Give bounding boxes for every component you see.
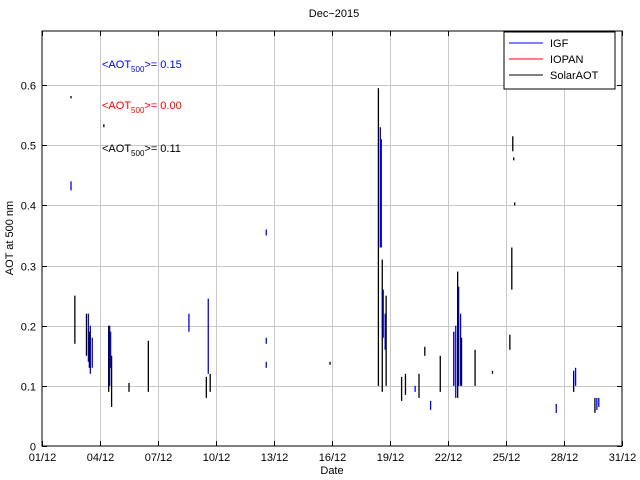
annotation-prefix: <AOT (102, 59, 131, 71)
y-tick-labels: 0 0.1 0.2 0.3 0.4 0.5 0.6 (21, 81, 36, 454)
x-tick-label: 22/12 (435, 452, 463, 464)
mean-annotation: <AOT500>= 0.00 (102, 100, 182, 115)
x-axis-label: Date (320, 465, 343, 477)
annotation-value: >= 0.15 (144, 59, 181, 71)
y-tick-label: 0 (30, 442, 36, 454)
annotation-prefix: <AOT (102, 143, 131, 155)
y-tick-label: 0.5 (21, 141, 36, 153)
y-axis-label: AOT at 500 nm (4, 201, 16, 275)
data-marks (70, 88, 600, 413)
x-tick-label: 16/12 (319, 452, 347, 464)
x-tick-label: 31/12 (609, 452, 637, 464)
legend-label: IOPAN (550, 54, 583, 66)
series-solaraot (70, 88, 596, 413)
series-igf (70, 127, 600, 413)
annotation-subscript: 500 (131, 65, 145, 74)
annotation-subscript: 500 (131, 106, 145, 115)
x-tick-label: 19/12 (377, 452, 405, 464)
x-tick-labels: 01/12 04/12 07/12 10/12 13/12 16/12 19/12 22/12… (29, 452, 637, 464)
x-tick-label: 10/12 (203, 452, 231, 464)
mean-annotation: <AOT500>= 0.11 (102, 143, 181, 158)
x-tick-label: 04/12 (87, 452, 115, 464)
x-tick-label: 28/12 (551, 452, 579, 464)
grid-lines (42, 31, 622, 446)
y-tick-label: 0.4 (21, 201, 36, 213)
y-tick-label: 0.2 (21, 322, 36, 334)
annotation-value: >= 0.00 (144, 100, 181, 112)
legend-label: IGF (550, 38, 569, 50)
mean-annotation: <AOT500>= 0.15 (102, 59, 182, 74)
x-tick-label: 01/12 (29, 452, 57, 464)
x-tick-label: 13/12 (261, 452, 289, 464)
y-tick-label: 0.3 (21, 262, 36, 274)
mean-annotations: <AOT500>= 0.15<AOT500>= 0.00<AOT500>= 0.… (102, 59, 182, 158)
legend-label: SolarAOT (550, 70, 599, 82)
chart-title: Dec−2015 (309, 8, 359, 20)
annotation-subscript: 500 (131, 149, 145, 158)
legend: IGF IOPAN SolarAOT (503, 31, 616, 90)
x-tick-label: 25/12 (493, 452, 521, 464)
annotation-prefix: <AOT (102, 100, 131, 112)
x-tick-label: 07/12 (145, 452, 173, 464)
legend-box (503, 31, 616, 90)
y-tick-label: 0.6 (21, 81, 36, 93)
y-tick-label: 0.1 (21, 382, 36, 394)
annotation-value: >= 0.11 (144, 143, 181, 155)
